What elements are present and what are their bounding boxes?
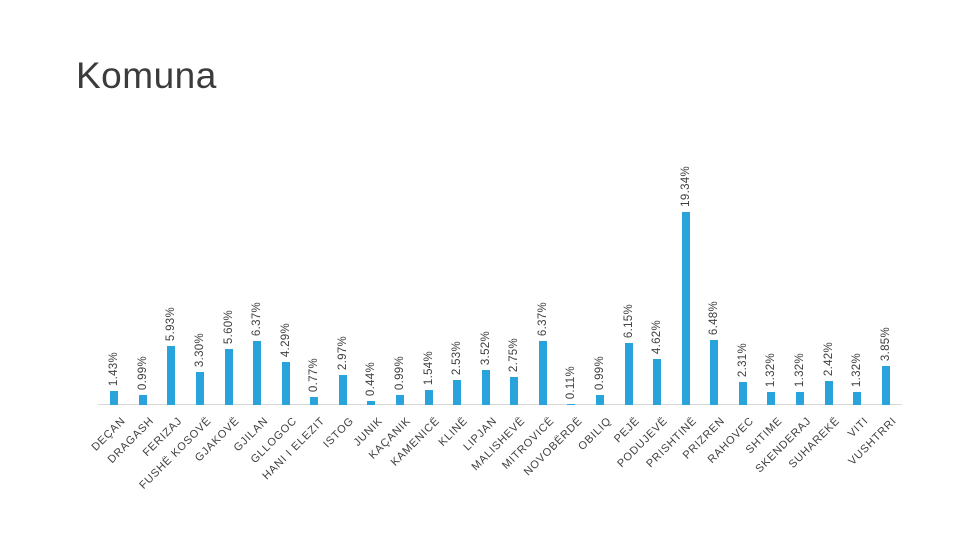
bar-value-label: 0.99% [136,355,149,390]
bar [367,401,376,405]
bar-value-label: 2.97% [336,335,349,370]
bar [681,212,690,405]
bar [281,362,290,405]
bar [853,392,862,405]
bar-value-label: 1.54% [422,350,435,385]
bar [338,375,347,405]
bar [395,395,404,405]
bar-category-label: VITI [845,415,871,441]
bar [595,395,604,405]
chart-title: Komuna [76,55,217,96]
bar-column: 1.32% SHTIME [744,85,786,456]
bar-value-label: 1.32% [793,352,806,387]
bar-value-label: 6.37% [251,301,264,336]
bar-value-label: 2.75% [508,337,521,372]
bar-value-label: 1.32% [765,352,778,387]
bar [710,340,719,405]
bar-column: 0.11% NOVOBËRDË [522,85,586,479]
bar-column: 1.54% KAMENICË [388,85,443,469]
bar-value-label: 0.77% [308,357,321,392]
bar-column: 2.97% ISTOG [321,85,358,450]
bar-value-label: 0.44% [365,361,378,396]
bar [167,346,176,405]
bar-column: 3.52% LIPJAN [461,85,500,453]
bar [424,390,433,405]
bar-value-label: 0.99% [393,355,406,390]
bar-column: 0.44% JUNIK [351,85,386,449]
bar-column: 2.42% SUHAREKË [786,85,843,471]
bar-column: 2.75% MALISHEVË [470,85,529,473]
bar-value-label: 0.99% [593,355,606,390]
bar [795,392,804,405]
bar-value-label: 5.93% [165,306,178,341]
bar [310,397,319,405]
bar-value-label: 6.48% [708,300,721,335]
bar-column: 0.99% KAÇANIK [367,85,415,462]
bar-column: 0.77% HANI I ELEZIT [260,85,329,482]
plot-area: 1.43% DEÇAN 0.99% DRAGASH 5.93% FERIZAJ 3.30% F… [89,85,900,492]
bar-value-label: 5.60% [222,309,235,344]
bar [110,391,119,405]
bar-value-label: 2.31% [736,342,749,377]
bar [510,377,519,405]
bar-column: 5.60% GJAKOVË [193,85,243,464]
bar-column: 2.31% RAHOVEC [705,85,758,466]
bar [567,404,576,405]
bar-column: 6.37% GJILAN [231,85,272,454]
bar [624,343,633,405]
bar-value-label: 2.53% [451,340,464,375]
bar-column: 4.62% PODUJEVË [616,85,672,470]
bar-value-label: 4.62% [651,319,664,354]
bar-column: 5.93% FERIZAJ [141,85,186,459]
bar-category-label: ISTOG [320,415,357,451]
bar [881,366,890,405]
bar-value-label: 1.32% [851,352,864,387]
bar-value-label: 1.43% [108,351,121,386]
bar-column: 0.99% OBILIQ [576,85,615,453]
bar-column: 1.32% SKENDERAJ [753,85,815,475]
bar-value-label: 3.52% [479,330,492,365]
bar-column: 1.32% VITI [843,85,872,440]
bar [195,372,204,405]
bar-column: 6.48% PRIZREN [681,85,729,462]
bar-column: 3.30% FUSHË KOSOVË [137,85,215,492]
bar-column: 1.43% DEÇAN [89,85,129,454]
bar-column: 3.85% VUSHTRRI [846,85,900,468]
bar-value-label: 2.42% [822,341,835,376]
bar [538,341,547,405]
bar [253,341,262,405]
bar [224,349,233,405]
bar-value-label: 4.29% [279,322,292,357]
bar-column: 6.37% MITROVICË [500,85,558,472]
bar-column: 2.53% KLINË [437,85,472,449]
bar [138,395,147,405]
bar-value-label: 0.11% [565,365,578,399]
bar [481,370,490,405]
bar-column: 6.15% PEJË [612,85,643,445]
x-axis-line [98,404,902,405]
bar [653,359,662,405]
bar-category-label: SUHAREKË [786,415,843,471]
bar [824,381,833,405]
bar-column: 19.34% PRISHTINË [644,85,700,470]
bar [767,392,776,405]
bar-column: 0.99% DRAGASH [105,85,158,466]
bar-column: 4.29% GLLOGOC [248,85,300,466]
bar-value-label: 3.85% [879,326,892,361]
bar [453,380,462,405]
bar-value-label: 19.34% [679,166,692,207]
bar-value-label: 6.37% [536,301,549,336]
bar-value-label: 6.15% [622,303,635,338]
bar [738,382,747,405]
bar-value-label: 3.30% [193,332,206,367]
